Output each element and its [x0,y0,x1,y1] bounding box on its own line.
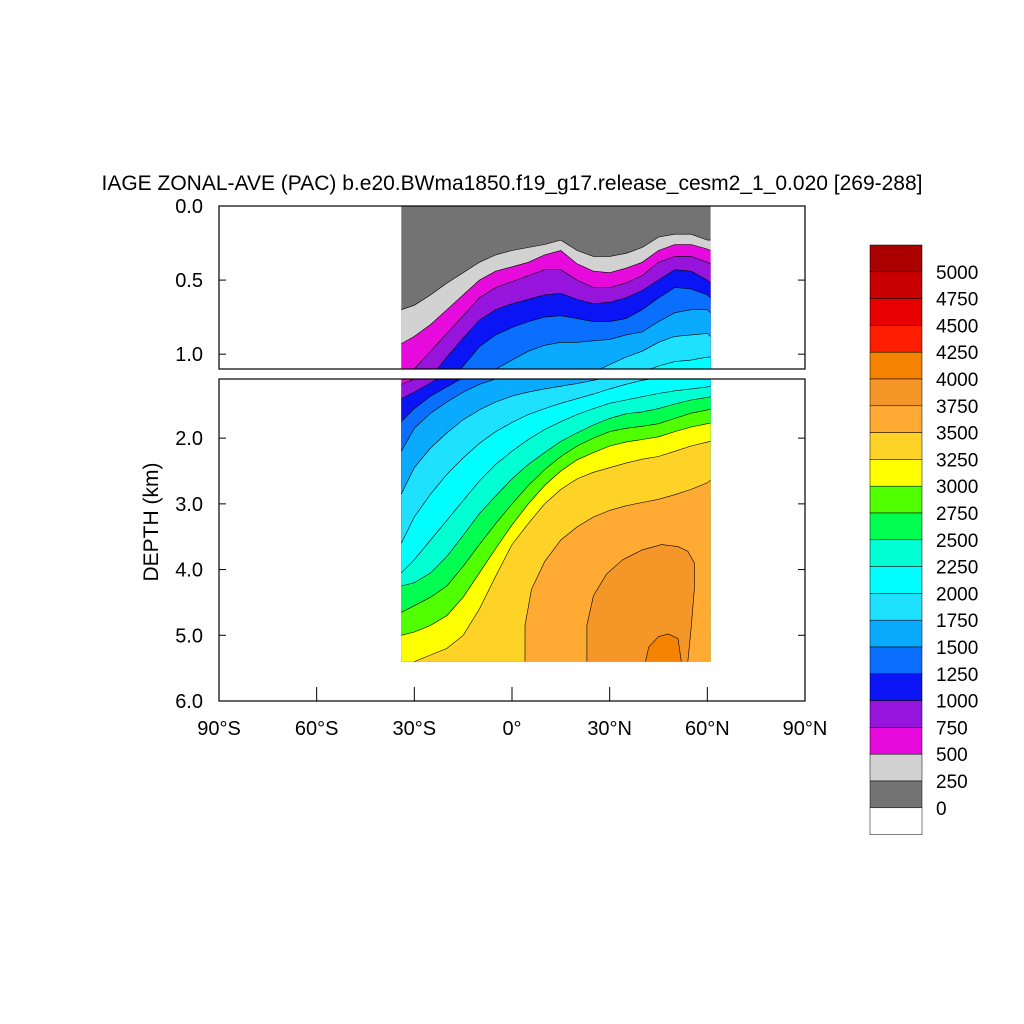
colorbar-swatch [869,673,923,701]
contour-band-1750 [600,333,711,369]
colorbar-swatch [869,459,923,487]
colorbar-swatch [869,753,923,782]
colorbar-label: 2250 [936,558,978,579]
colorbar-swatch [869,566,923,594]
y-axis-label: DEPTH (km) [140,463,163,582]
lower-panel-contour-lines [401,379,711,662]
contour-line-1250 [401,379,462,422]
contour-line-1750 [599,333,711,369]
colorbar-swatch [869,244,923,273]
colorbar-swatch [869,512,923,541]
colorbar-label: 1750 [936,611,978,632]
upper-panel-contour-lines [401,233,711,1006]
colorbar-label: 2750 [936,504,978,525]
colorbar-label: 250 [936,772,968,793]
colorbar-label: 500 [936,745,968,766]
x-tick-label: 90°N [783,718,828,740]
colorbar-swatch [869,351,923,380]
upper-panel-contour-fill [401,206,711,1006]
upper-y-tick-label: 0.0 [175,196,203,218]
contour-line-1750 [401,379,602,495]
chart-title: IAGE ZONAL-AVE (PAC) b.e20.BWma1850.f19_… [101,172,922,195]
x-tick-label: 0° [502,718,521,740]
colorbar-swatch [869,298,923,326]
colorbar-swatch [869,619,923,648]
lower-y-tick-label: 5.0 [175,625,203,647]
upper-y-tick-label: 0.5 [175,270,203,292]
colorbar-label: 5000 [936,263,978,284]
colorbar-swatch [869,432,923,460]
colorbar-label: 3500 [936,424,978,445]
colorbar-swatch [869,593,923,621]
contour-line-500 [401,244,711,345]
colorbar-label: 2500 [936,531,978,552]
colorbar-label: 3000 [936,477,978,498]
upper-y-tick-label: 1.0 [175,344,203,366]
contour-line-2250 [401,385,711,574]
colorbar-swatch [869,646,923,675]
contour-line-3750 [587,742,694,1006]
contour-line-2000 [401,379,653,544]
colorbar-swatch [869,780,923,809]
lower-y-tick-label: 2.0 [175,428,203,450]
colorbar-label: 4500 [936,316,978,337]
contour-line-1500 [401,379,497,452]
colorbar-label: 4750 [936,290,978,311]
colorbar-swatch [869,539,923,567]
lower-y-tick-label: 6.0 [175,691,203,713]
contour-line-750 [413,256,711,369]
colorbar-swatch [869,727,923,755]
colorbar-swatch [869,405,923,433]
colorbar: 5000475045004250400037503500325030002750… [869,244,978,835]
contour-line-3000 [401,422,711,636]
contour-line-4000 [646,944,682,1006]
upper-panel-frame [218,205,806,370]
colorbar-label: 1000 [936,692,978,713]
colorbar-label: 750 [936,718,968,739]
colorbar-label: 1250 [936,665,978,686]
x-axis-ticks: 90°S 60°S 30°S 0° 30°N 60°N 90°N [197,687,827,740]
lower-panel-contour-fill [401,379,711,662]
contour-line-3500 [524,479,711,662]
colorbar-label: 4250 [936,343,978,364]
lower-y-tick-label: 4.0 [175,560,203,582]
contour-band-3750 [587,742,694,1006]
colorbar-label: 3750 [936,397,978,418]
colorbar-swatch [869,325,923,353]
contour-line-1500 [495,309,711,369]
x-tick-label: 30°N [587,718,632,740]
contour-band-4000 [645,634,682,662]
colorbar-swatch [869,378,923,407]
x-tick-label: 90°S [197,718,241,740]
colorbar-label: 1500 [936,638,978,659]
colorbar-swatch [869,271,923,299]
contour-line-1000 [437,269,711,369]
contour-line-1250 [460,287,711,369]
contour-line-2750 [401,408,711,613]
colorbar-label: 0 [936,799,947,820]
contour-line-3250 [414,441,711,662]
contour-band-4000 [646,944,682,1006]
colorbar-label: 3250 [936,450,978,471]
colorbar-label: 2000 [936,584,978,605]
contour-line-4000 [645,633,682,662]
contour-band-3750 [586,544,695,662]
contour-line-3750 [586,544,695,662]
contour-line-2000 [649,356,711,369]
colorbar-swatch [869,807,923,835]
colorbar-swatch [869,485,923,514]
y-axis-ticks: 0.0 0.5 1.0 2.0 3.0 4.0 5.0 6.0 [175,196,805,713]
contour-line-250 [401,233,711,310]
x-tick-label: 60°N [685,718,730,740]
x-tick-label: 30°S [393,718,437,740]
colorbar-swatch [869,700,923,728]
contour-band-2000 [650,357,711,369]
colorbar-label: 4000 [936,370,978,391]
lower-y-tick-label: 3.0 [175,494,203,516]
x-tick-label: 60°S [295,718,339,740]
contour-line-2500 [401,396,711,587]
